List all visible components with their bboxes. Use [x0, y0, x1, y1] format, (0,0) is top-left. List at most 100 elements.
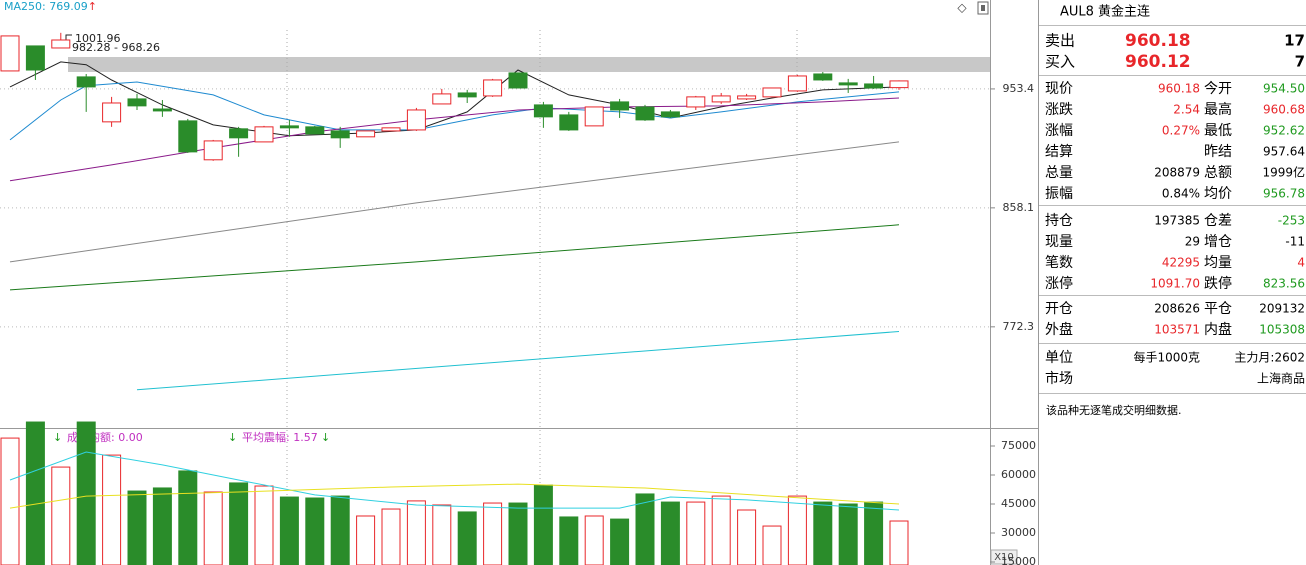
volume-bar — [559, 516, 579, 565]
ma-label: MA250: 769.09 — [4, 0, 88, 13]
field-value: 209132 — [1259, 302, 1305, 316]
y-tick-label: 772.3 — [1003, 320, 1035, 333]
panel-note: 该品种无逐笔成交明细数据. — [1046, 403, 1182, 417]
field-label: 平仓 — [1204, 301, 1232, 317]
field-label: 现量 — [1045, 234, 1073, 250]
field-value: 29 — [1185, 235, 1200, 249]
field-label: 总量 — [1045, 165, 1073, 181]
y-tick-label: 30000 — [1001, 526, 1036, 539]
candle-body — [76, 76, 96, 88]
candle-body — [432, 93, 452, 105]
field-value: 960.68 — [1263, 103, 1305, 117]
diamond-icon[interactable]: ◇ — [957, 1, 967, 15]
field-label: 仓差 — [1204, 213, 1232, 229]
field-label: 振幅 — [1045, 186, 1073, 202]
field-label: 现价 — [1045, 81, 1073, 97]
scroll-icon[interactable] — [977, 1, 989, 15]
field-label: 涨跌 — [1045, 102, 1073, 118]
candle-body — [787, 75, 807, 92]
field-value: 952.62 — [1263, 124, 1305, 138]
field-value: 0.84% — [1162, 187, 1200, 201]
field-label: 今开 — [1204, 81, 1232, 97]
volume-bar — [178, 470, 198, 565]
quote-size: 17 — [1284, 32, 1305, 50]
vol-arrow: ↓ — [321, 431, 330, 444]
y-tick-label: 75000 — [1001, 439, 1036, 452]
field-value: 208879 — [1154, 166, 1200, 180]
candle-body — [152, 108, 172, 112]
candle-body — [381, 127, 401, 132]
volume-bar — [102, 454, 122, 565]
volume-bar — [635, 493, 655, 565]
volume-bar — [25, 421, 45, 565]
y-tick-label: 858.1 — [1003, 201, 1035, 214]
candle-body — [533, 104, 553, 118]
candle-body — [305, 126, 325, 135]
field-value: 4 — [1297, 256, 1305, 270]
field-label: 总额 — [1204, 165, 1232, 181]
annotation-marker — [65, 34, 72, 41]
y-tick-label: 45000 — [1001, 497, 1036, 510]
highlight-band — [68, 57, 990, 72]
candle-body — [203, 140, 223, 161]
volume-bar — [889, 520, 909, 565]
volume-bar — [76, 421, 96, 565]
candle-body — [178, 120, 198, 153]
ma-arrow: ↑ — [88, 0, 97, 13]
quote-price: 960.12 — [1125, 52, 1191, 72]
volume-bar — [610, 518, 630, 565]
volume-bar — [0, 437, 20, 565]
candle-body — [864, 83, 884, 89]
high-annotation: 1001.96 — [75, 32, 121, 45]
volume-bar — [330, 495, 350, 565]
field-label: 均价 — [1204, 186, 1232, 202]
candle-body — [610, 101, 630, 111]
volume-bar — [254, 485, 274, 565]
quote-label: 卖出 — [1045, 32, 1075, 50]
y-tick-label: 953.4 — [1003, 82, 1035, 95]
field-value: 1091.70 — [1150, 277, 1200, 291]
candle-body — [127, 98, 147, 107]
candle-body — [279, 125, 299, 129]
field-value: 2.54 — [1173, 103, 1200, 117]
scale-label: X10 — [994, 552, 1014, 563]
vol-arrow: ↓ — [228, 431, 237, 444]
field-label: 外盘 — [1045, 321, 1073, 338]
volume-bar — [356, 515, 376, 565]
candle-body — [330, 130, 350, 139]
field-label: 笔数 — [1045, 255, 1073, 271]
indicator-line — [9, 141, 900, 263]
volume-bar — [508, 502, 528, 565]
volume-bar — [660, 501, 680, 565]
candle-body — [559, 114, 579, 131]
volume-bar — [127, 490, 147, 565]
field-value: 208626 — [1154, 302, 1200, 316]
field-value: 956.78 — [1263, 187, 1305, 201]
field-value: 1999亿 — [1262, 165, 1305, 180]
range-annotation: 982.28 - 968.26 — [72, 41, 160, 54]
volume-bar — [457, 511, 477, 565]
vol-arrow: ↓ — [53, 431, 62, 444]
volume-bar — [279, 496, 299, 565]
candle-body — [229, 128, 249, 139]
field-value: 197385 — [1154, 214, 1200, 228]
volume-bar — [51, 466, 71, 565]
field-label: 最低 — [1204, 123, 1232, 139]
candle-body — [737, 95, 757, 100]
candle-body — [838, 82, 858, 86]
field-value: 0.27% — [1162, 124, 1200, 138]
volume-bar — [737, 509, 757, 565]
y-tick-label: 15000 — [1001, 555, 1036, 565]
volume-bar — [787, 495, 807, 565]
field-label: 昨结 — [1204, 144, 1232, 160]
vol-header: 平均震幅: 1.57 — [242, 431, 318, 444]
field-value: 主力月:2602 — [1234, 351, 1305, 365]
field-value: 42295 — [1162, 256, 1200, 270]
quote-label: 买入 — [1045, 53, 1075, 71]
volume-bar — [711, 495, 731, 565]
volume-bar — [406, 500, 426, 565]
candle-body — [635, 106, 655, 121]
candle-body — [457, 92, 477, 98]
field-label: 最高 — [1204, 101, 1232, 118]
